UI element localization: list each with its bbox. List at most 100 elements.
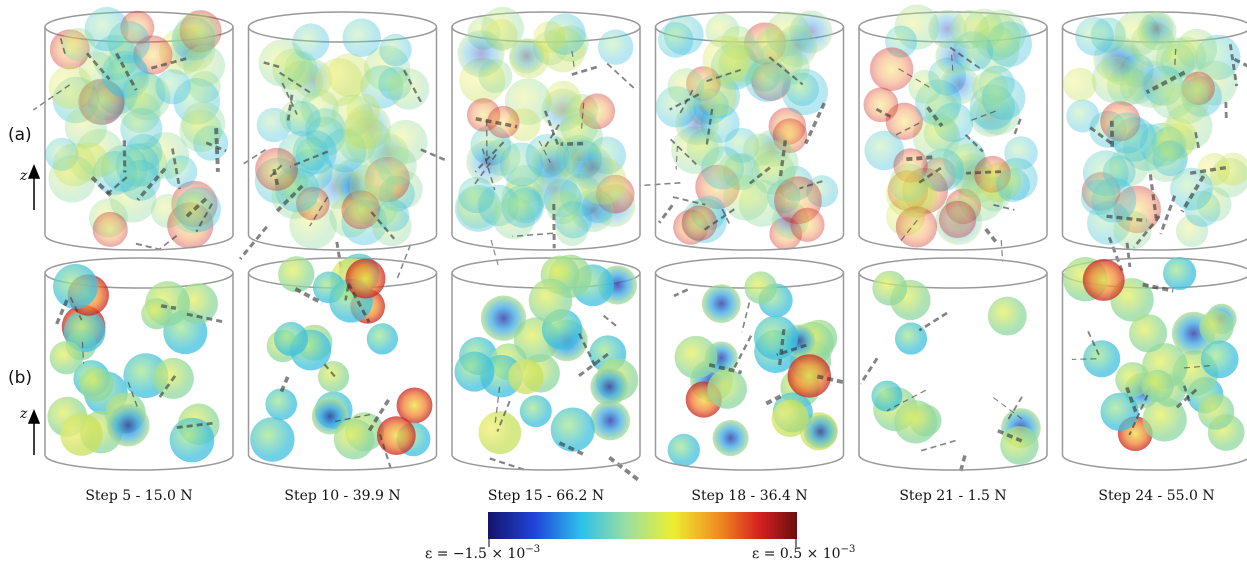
force-chain xyxy=(275,184,304,213)
panel-caption: Step 5 - 15.0 N xyxy=(85,488,192,504)
particle xyxy=(106,403,150,447)
force-chain xyxy=(1128,394,1149,436)
particle xyxy=(487,105,520,139)
force-chain xyxy=(543,110,561,148)
force-chain xyxy=(733,335,753,368)
force-chain xyxy=(420,148,449,163)
force-chain xyxy=(241,149,267,166)
label-text: ε = −1.5 × 10 xyxy=(425,546,525,562)
particle xyxy=(894,400,938,444)
cylinder-bottom xyxy=(1061,234,1247,251)
cylinder-panel xyxy=(451,254,642,484)
particle xyxy=(141,298,173,330)
force-chain xyxy=(966,170,1002,175)
particle xyxy=(744,271,778,304)
particle xyxy=(466,140,511,184)
particle xyxy=(377,199,410,232)
force-chain xyxy=(804,102,826,145)
force-chain xyxy=(1183,385,1191,403)
particle xyxy=(675,101,719,146)
particle xyxy=(667,433,700,467)
force-chain xyxy=(481,148,496,191)
particle xyxy=(180,101,226,146)
force-chain xyxy=(1006,396,1023,421)
particle xyxy=(49,341,84,375)
particle xyxy=(457,29,505,78)
force-chain xyxy=(323,363,338,380)
cylinder-bottom xyxy=(858,234,1048,251)
force-chain xyxy=(1174,48,1177,68)
particle xyxy=(803,414,838,449)
particle xyxy=(712,420,749,457)
force-chain xyxy=(748,166,771,185)
panel-caption: Step 18 - 36.4 N xyxy=(691,488,807,504)
particle xyxy=(1152,140,1188,177)
force-chain xyxy=(575,352,609,379)
particle xyxy=(342,18,381,57)
force-chain xyxy=(239,225,268,260)
row-label: (b) xyxy=(8,368,32,388)
particle xyxy=(1115,362,1151,398)
particle xyxy=(667,68,705,105)
particle xyxy=(63,310,106,353)
particle xyxy=(458,176,495,214)
particle xyxy=(396,387,433,424)
axis-arrow xyxy=(27,409,41,455)
force-chain xyxy=(672,196,706,206)
force-chain xyxy=(1087,330,1101,358)
force-chain xyxy=(489,457,528,472)
force-chain xyxy=(578,332,598,370)
force-chain xyxy=(721,208,731,226)
particle xyxy=(590,400,631,441)
force-chain xyxy=(640,182,681,187)
force-chain xyxy=(606,62,637,91)
force-chain xyxy=(268,164,283,179)
force-chain xyxy=(490,239,500,269)
particle xyxy=(48,155,96,203)
particle xyxy=(501,184,544,228)
panel-caption: Step 24 - 55.0 N xyxy=(1098,488,1214,504)
force-chain xyxy=(1233,57,1247,68)
force-chain xyxy=(708,363,743,375)
force-chain xyxy=(580,102,585,132)
force-chain xyxy=(859,357,879,385)
force-chain xyxy=(158,375,177,399)
force-chain xyxy=(115,52,138,91)
axis-label: z xyxy=(19,168,28,184)
particle xyxy=(508,358,544,395)
force-chain xyxy=(1089,126,1113,145)
force-chain xyxy=(1125,242,1132,268)
force-chain xyxy=(1183,365,1210,369)
particle xyxy=(702,35,751,84)
force-chain xyxy=(741,302,751,333)
force-chain xyxy=(1142,282,1174,293)
force-chain xyxy=(992,397,1024,421)
colorbar-max-label: ε = 0.5 × 10−3 xyxy=(752,544,855,562)
force-chain xyxy=(1194,131,1201,152)
cylinder-bottom xyxy=(44,454,234,471)
force-chain xyxy=(370,211,396,240)
force-chain xyxy=(81,341,85,364)
particle xyxy=(871,380,903,412)
particle xyxy=(388,68,430,110)
force-chain xyxy=(205,141,227,153)
particle xyxy=(597,29,634,65)
particle xyxy=(569,146,614,190)
particle xyxy=(923,116,959,151)
force-chain xyxy=(294,287,324,305)
force-chain xyxy=(677,89,694,117)
particle xyxy=(349,162,395,209)
force-chain xyxy=(85,52,111,81)
particle xyxy=(1063,67,1097,102)
force-chain xyxy=(886,389,927,412)
force-chain xyxy=(344,285,350,301)
cylinder-panel xyxy=(32,7,234,252)
particle xyxy=(155,69,191,105)
force-chain xyxy=(558,441,588,458)
particle xyxy=(478,411,522,455)
particle xyxy=(560,108,598,146)
force-chain xyxy=(186,312,224,324)
force-chain xyxy=(347,282,371,323)
cylinder-panel xyxy=(44,257,234,471)
